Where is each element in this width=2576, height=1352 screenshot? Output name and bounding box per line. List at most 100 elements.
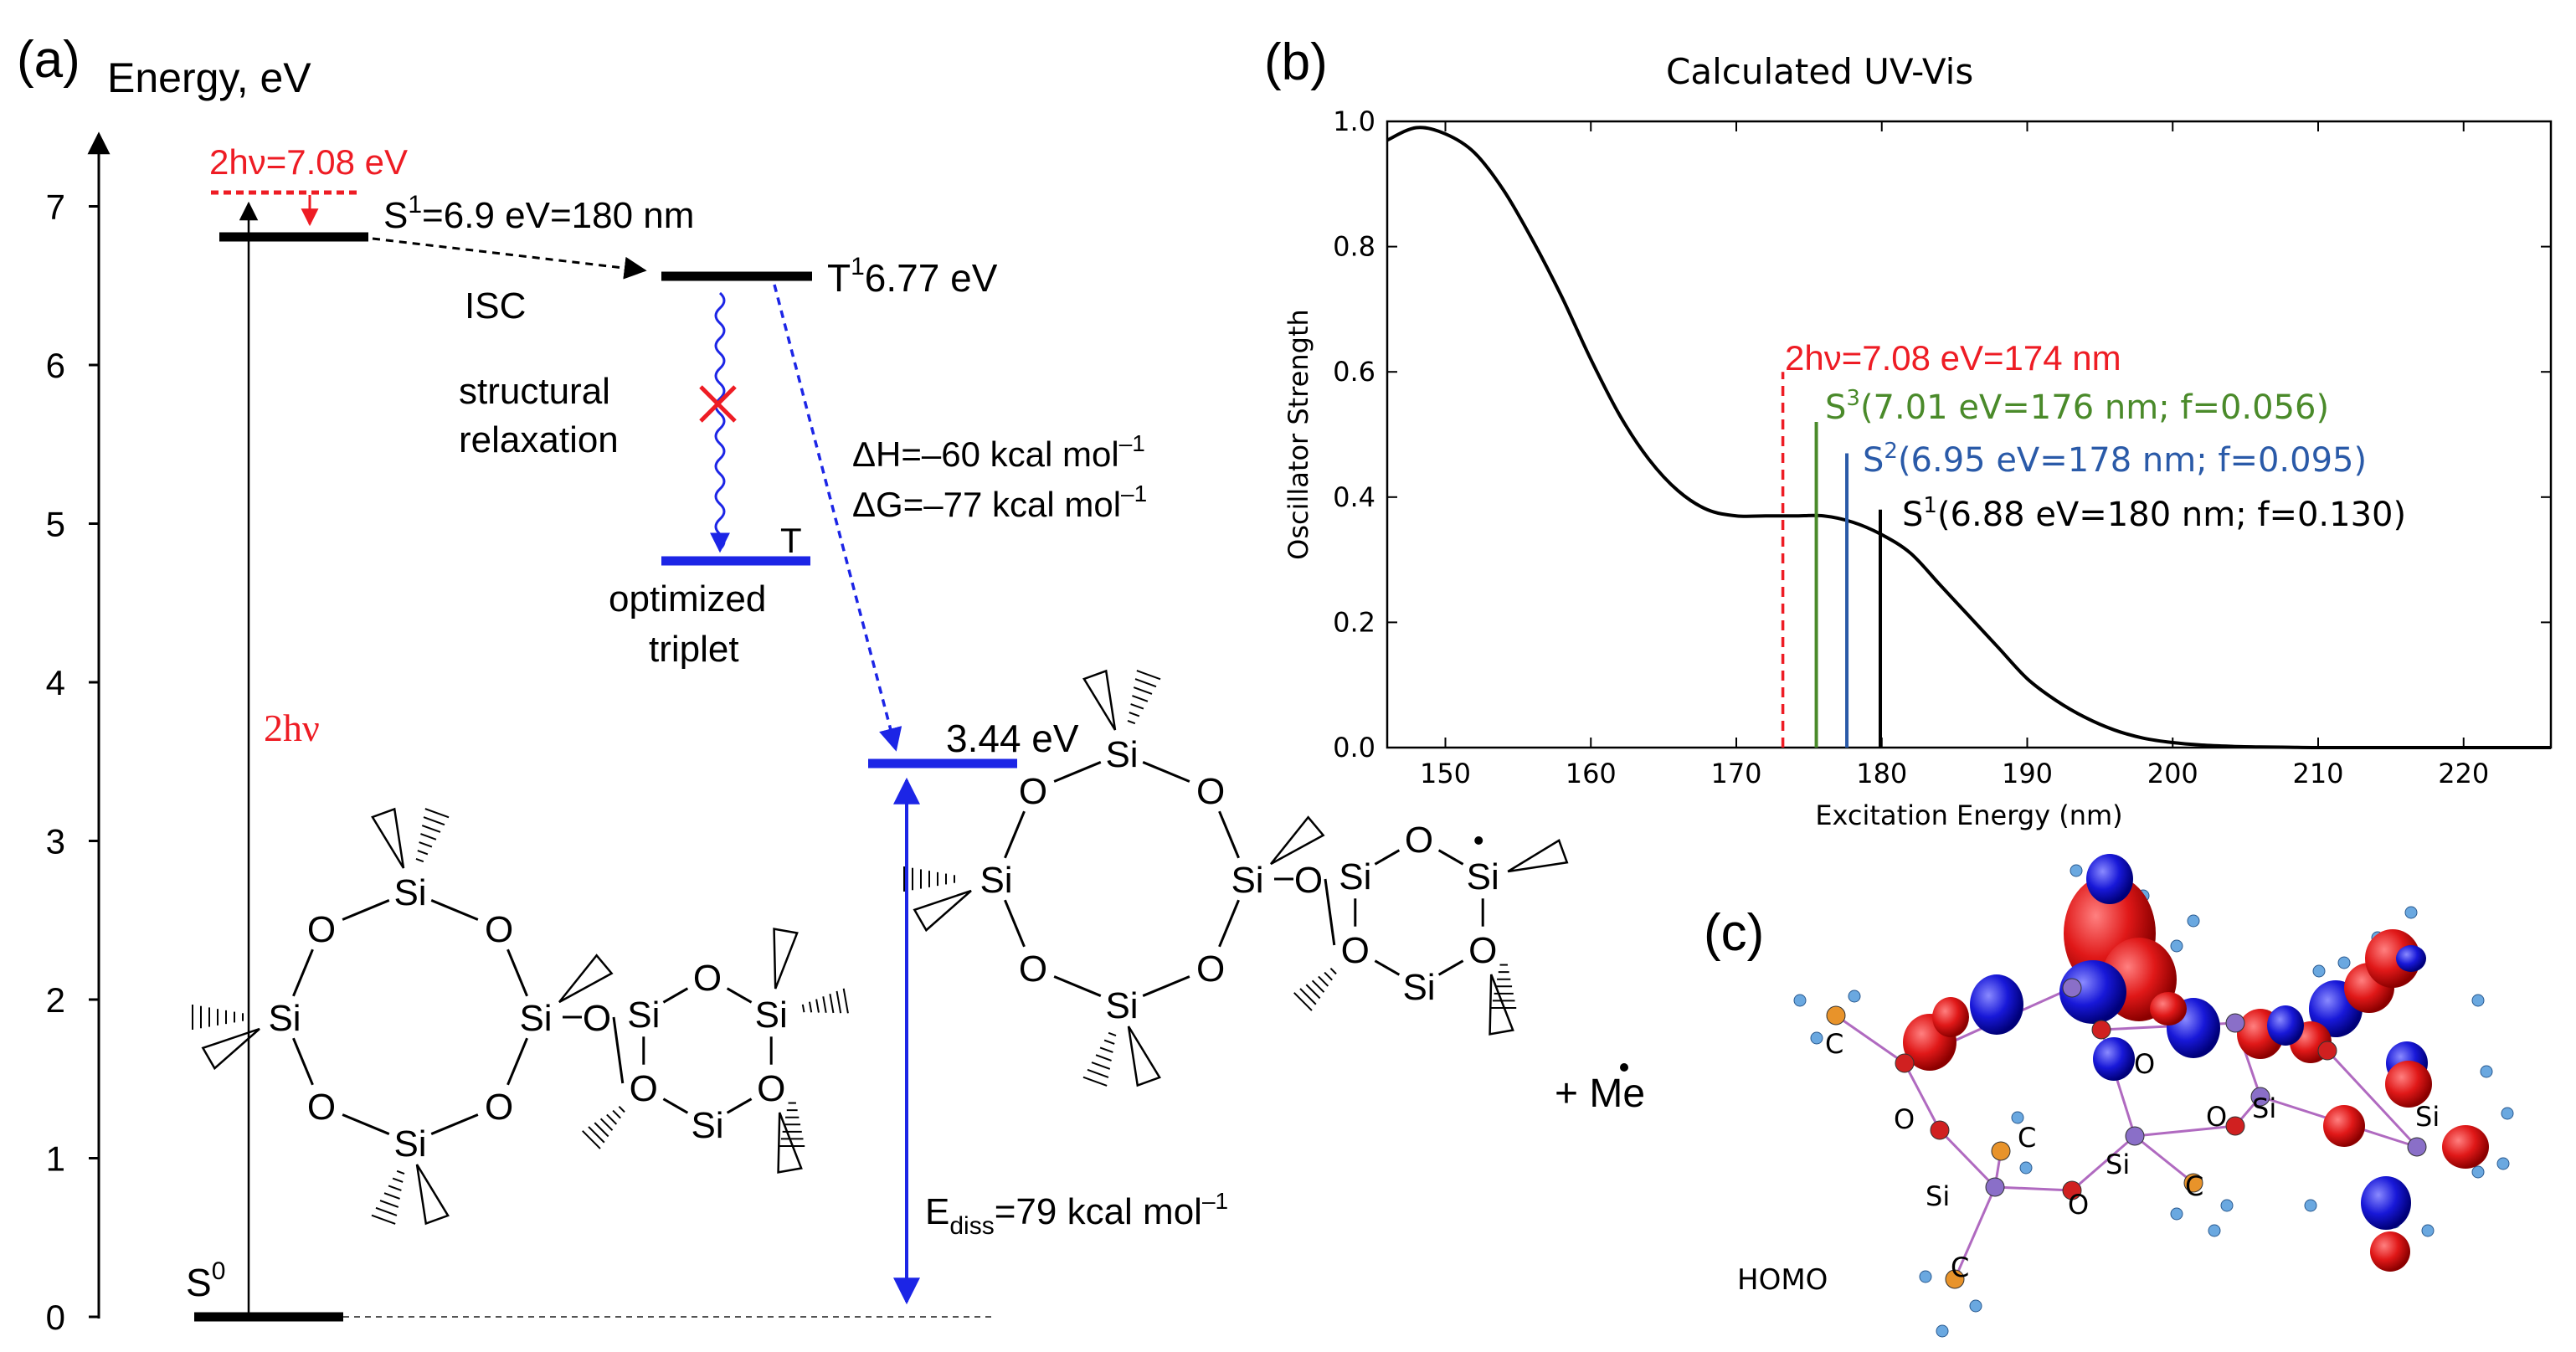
y-tick-label: 0.8 bbox=[1333, 231, 1375, 263]
hash-bond bbox=[606, 1113, 618, 1125]
relaxation-label-line1: structural bbox=[459, 371, 610, 412]
atom-label: O bbox=[2206, 1101, 2227, 1133]
hash-bond bbox=[599, 1118, 614, 1131]
hydrogen-atom bbox=[2471, 994, 2485, 1007]
ring-bond bbox=[726, 987, 753, 1004]
energy-axis-title: Energy, eV bbox=[107, 54, 311, 101]
hash-bond bbox=[808, 1001, 813, 1013]
hash-bond bbox=[419, 841, 433, 848]
hash-bond bbox=[396, 1170, 405, 1175]
molecule-atom bbox=[2062, 1180, 2082, 1200]
molecular-bond bbox=[1835, 1014, 1905, 1065]
oxygen-atom: O bbox=[485, 1087, 513, 1128]
molecular-bond bbox=[2071, 1134, 2136, 1192]
homo-label: HOMO bbox=[1737, 1263, 1828, 1297]
y-tick-label: 1.0 bbox=[1333, 105, 1375, 137]
orbital-lobe-negative bbox=[2059, 960, 2126, 1024]
orbital-lobe-negative bbox=[2267, 1005, 2304, 1046]
atom-label: Si bbox=[2106, 1149, 2130, 1180]
hydrogen-atom bbox=[2421, 1224, 2435, 1237]
hydrogen-atom bbox=[2220, 1199, 2234, 1212]
ring-bond bbox=[430, 1113, 479, 1135]
molecular-bond bbox=[1994, 1185, 2073, 1192]
wedge-bond bbox=[773, 928, 799, 990]
silicon-atom: Si bbox=[268, 998, 301, 1039]
two-hv-big-label: 2hν bbox=[264, 707, 320, 749]
orbital-lobe-negative bbox=[2093, 1037, 2135, 1081]
y-axis-label: Oscillator Strength bbox=[1283, 309, 1314, 560]
transition-sticks bbox=[1781, 372, 1883, 748]
hash-bond bbox=[417, 850, 429, 856]
ring-bond bbox=[1053, 761, 1102, 783]
panel-a-label: (a) bbox=[17, 31, 80, 89]
spectrum-line bbox=[1386, 126, 2551, 750]
ring-bond bbox=[292, 1037, 314, 1086]
ring-bond bbox=[1004, 810, 1026, 859]
molecule-atom bbox=[1826, 1005, 1846, 1026]
orbital-lobe-positive bbox=[2365, 929, 2420, 988]
annot-s3: S3(7.01 eV=176 nm; f=0.056) bbox=[1825, 386, 2329, 427]
wedge-bond bbox=[558, 954, 614, 1004]
oxygen-atom: O bbox=[1019, 948, 1047, 990]
hash-bond bbox=[1293, 992, 1313, 1011]
molecule-atom bbox=[2317, 1041, 2337, 1061]
silicon-atom: Si bbox=[1339, 856, 1371, 897]
ring-bond bbox=[506, 948, 528, 997]
hash-bond bbox=[1129, 712, 1140, 717]
orbital-lobe-negative bbox=[2086, 854, 2133, 904]
wedge-bond bbox=[777, 1112, 803, 1174]
hydrogen-atom bbox=[2496, 1157, 2510, 1170]
two-hv-label: 2hν=7.08 eV bbox=[209, 142, 408, 182]
wedge-bond bbox=[1127, 1026, 1161, 1087]
atom-label: C bbox=[2018, 1122, 2036, 1154]
silicon-atom: Si bbox=[519, 998, 552, 1039]
atom-label: O bbox=[2134, 1048, 2155, 1080]
hash-bond bbox=[415, 858, 424, 863]
molecular-bond bbox=[2326, 1049, 2419, 1149]
molecule-atom bbox=[1985, 1177, 2005, 1197]
hash-bond bbox=[1311, 979, 1325, 993]
orbital-lobe-positive bbox=[2323, 1105, 2365, 1147]
atom-label: O bbox=[2068, 1189, 2089, 1221]
ring-bond bbox=[342, 1113, 390, 1135]
s1-label: S1=6.9 eV=180 nm bbox=[383, 191, 694, 236]
y-tick-label: 0.2 bbox=[1333, 606, 1375, 638]
plot-area bbox=[1386, 120, 2553, 749]
hydrogen-atom bbox=[1936, 1324, 1949, 1338]
hash-bond bbox=[1318, 975, 1329, 987]
oxygen-atom: O bbox=[1196, 948, 1225, 990]
atom-label: O bbox=[1894, 1103, 1915, 1135]
silicon-atom: Si bbox=[1105, 734, 1138, 775]
hash-bond bbox=[588, 1126, 605, 1144]
hash-bond bbox=[375, 1206, 398, 1216]
atom-label: C bbox=[2185, 1170, 2203, 1202]
oxygen-atom: O bbox=[307, 909, 336, 950]
hydrogen-atom bbox=[2019, 1161, 2033, 1175]
relaxation-wavy-arrow bbox=[710, 291, 730, 553]
panel-b: (b) Calculated UV-Vis 150 160 170 180 190 200… bbox=[1264, 33, 2553, 831]
energy-tick-label: 1 bbox=[46, 1139, 65, 1179]
orbital-lobe-positive bbox=[2385, 1061, 2432, 1108]
energy-tick-label: 6 bbox=[46, 346, 65, 385]
optimized-label-line1: optimized bbox=[609, 578, 766, 619]
silicon-atom: Si bbox=[393, 1123, 426, 1164]
x-tick-label: 150 bbox=[1420, 758, 1471, 789]
x-tick-label: 170 bbox=[1710, 758, 1761, 789]
ring-bond bbox=[1142, 761, 1190, 783]
ring-bond bbox=[726, 1098, 753, 1114]
molecule-atom bbox=[2250, 1087, 2270, 1107]
hash-bond bbox=[1095, 1054, 1112, 1062]
energy-tick-label: 0 bbox=[46, 1298, 65, 1337]
x-tick-label: 160 bbox=[1566, 758, 1617, 789]
molecular-bond bbox=[1903, 1062, 1941, 1131]
hydrogen-atom bbox=[2170, 1207, 2183, 1221]
wedge-bond bbox=[371, 807, 405, 869]
panel-b-label: (b) bbox=[1264, 33, 1328, 91]
isc-arrow bbox=[372, 237, 647, 280]
hash-bond bbox=[829, 993, 835, 1014]
wedge-bond bbox=[913, 889, 972, 933]
molecule-atom bbox=[2225, 1013, 2245, 1033]
ring-bond bbox=[1053, 975, 1102, 997]
annot-s1: S1(6.88 eV=180 nm; f=0.130) bbox=[1902, 493, 2406, 534]
